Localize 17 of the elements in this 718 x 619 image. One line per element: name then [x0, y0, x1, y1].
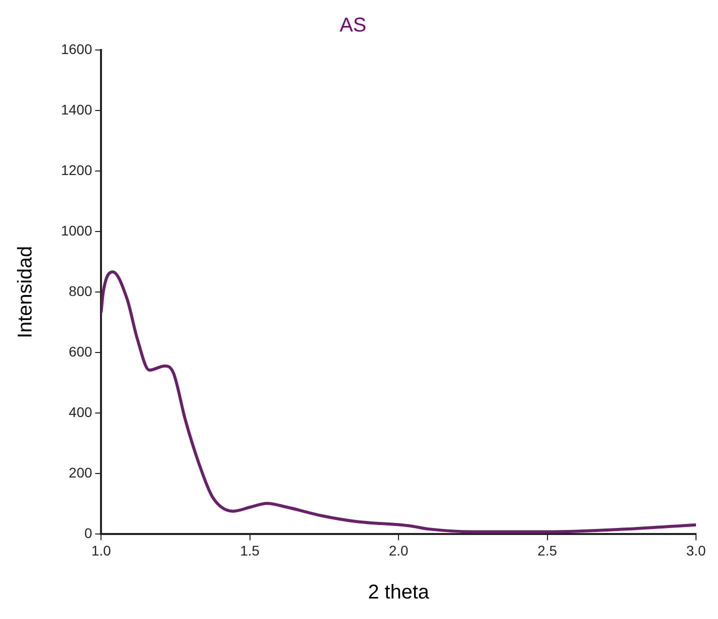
x-axis-title: 2 theta [368, 582, 430, 604]
y-tick-label: 800 [68, 282, 92, 299]
y-tick-label: 1400 [60, 101, 92, 118]
y-tick-label: 400 [68, 404, 92, 420]
y-tick-label: 1000 [60, 222, 92, 238]
x-tick-label: 3.0 [686, 542, 706, 558]
y-tick-label: 1200 [60, 162, 92, 178]
y-tick-label: 0 [84, 525, 92, 542]
x-tick-label: 1.5 [240, 542, 260, 558]
x-tick-label: 2.0 [388, 542, 409, 558]
y-tick-label: 1600 [60, 40, 92, 57]
x-tick-label: 2.5 [538, 542, 558, 558]
x-tick-label: 1.0 [91, 542, 112, 558]
y-axis-title: Intensidad [14, 246, 37, 338]
y-tick-label: 200 [68, 464, 92, 481]
chart-title: AS [340, 14, 366, 37]
y-tick-label: 600 [68, 343, 92, 360]
